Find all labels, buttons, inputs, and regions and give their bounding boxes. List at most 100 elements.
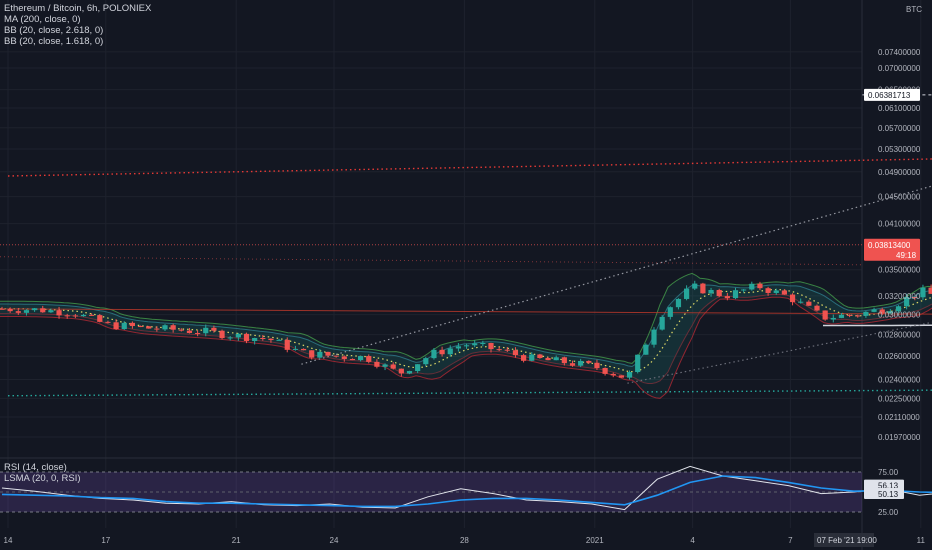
candle-up bbox=[895, 306, 902, 312]
candle-down bbox=[129, 322, 135, 327]
rsi-pane bbox=[0, 465, 932, 513]
candlesticks bbox=[0, 280, 932, 380]
candle-up bbox=[455, 346, 461, 349]
candle-up bbox=[358, 356, 364, 361]
candle-down bbox=[89, 314, 95, 316]
candle-down bbox=[178, 329, 184, 331]
candle-up bbox=[871, 309, 877, 312]
candle-down bbox=[341, 356, 347, 359]
candle-down bbox=[154, 328, 160, 330]
candle-up bbox=[32, 308, 38, 311]
lsma-value-badge bbox=[864, 488, 904, 499]
candle-up bbox=[659, 316, 665, 330]
bb-inner-lower bbox=[0, 293, 932, 384]
ma-legend[interactable]: MA (200, close, 0) bbox=[4, 14, 81, 25]
bb2-legend[interactable]: BB (20, close, 1.618, 0) bbox=[4, 36, 104, 47]
candle-down bbox=[56, 310, 62, 316]
price-tick-label: 0.05300000 bbox=[878, 145, 921, 154]
date-badge-label: 07 Feb '21 19:00 bbox=[817, 536, 877, 545]
lsma-legend-label[interactable]: LSMA (20, 0, RSI) bbox=[4, 473, 81, 484]
candle-down bbox=[398, 368, 404, 374]
date-badge bbox=[814, 533, 874, 547]
price-tick-label: 0.06100000 bbox=[878, 104, 921, 113]
candle-up bbox=[203, 327, 209, 334]
candle-down bbox=[716, 289, 722, 297]
rsi-legend-label[interactable]: RSI (14, close) bbox=[4, 462, 67, 473]
candle-up bbox=[798, 301, 804, 303]
candle-down bbox=[855, 315, 861, 317]
candle-up bbox=[463, 345, 470, 347]
rsi-tick-label: 75.00 bbox=[878, 468, 899, 477]
chart-legend: Ethereum / Bitcoin, 6h, POLONIEX MA (200… bbox=[4, 3, 151, 47]
candle-down bbox=[219, 330, 225, 339]
candle-down bbox=[814, 305, 820, 311]
price-tick-label: 0.02110000 bbox=[878, 413, 920, 422]
candle-down bbox=[781, 290, 787, 295]
candle-down bbox=[586, 360, 592, 363]
candle-up bbox=[732, 290, 739, 299]
candle-down bbox=[618, 375, 624, 378]
candle-up bbox=[692, 283, 698, 289]
bb-outer-fill bbox=[0, 273, 932, 399]
price-tick-label: 0.05700000 bbox=[878, 124, 921, 133]
candle-down bbox=[847, 314, 853, 316]
bb1-legend[interactable]: BB (20, close, 2.618, 0) bbox=[4, 25, 104, 36]
current-price-label: 0.03813400 bbox=[868, 241, 911, 250]
candle-up bbox=[578, 360, 584, 366]
candle-up bbox=[635, 354, 641, 373]
rsi-tick-label: 25.00 bbox=[878, 508, 899, 517]
red-resistance-line bbox=[7, 158, 932, 177]
price-tick-label: 0.02250000 bbox=[878, 394, 921, 403]
currency-label: BTC bbox=[906, 5, 922, 14]
candle-down bbox=[333, 355, 339, 357]
candle-down bbox=[488, 343, 494, 350]
price-tick-label: 0.02400000 bbox=[878, 376, 921, 385]
candle-up bbox=[406, 371, 413, 374]
candle-down bbox=[40, 308, 46, 313]
bb-outer-lower bbox=[0, 296, 932, 399]
candle-up bbox=[863, 311, 869, 316]
candle-up bbox=[48, 310, 54, 313]
lsma-line bbox=[1, 475, 932, 508]
price-tick-label: 0.03500000 bbox=[878, 266, 921, 275]
rsi-legend: RSI (14, close) LSMA (20, 0, RSI) bbox=[4, 462, 81, 484]
price-tick-label: 0.04900000 bbox=[878, 168, 921, 177]
candle-up bbox=[317, 351, 323, 358]
symbol-title[interactable]: Ethereum / Bitcoin, 6h, POLONIEX bbox=[4, 3, 152, 14]
rsi-value-badge bbox=[864, 479, 904, 491]
price-tick-label: 0.04500000 bbox=[878, 193, 921, 202]
candle-down bbox=[765, 288, 771, 293]
candle-down bbox=[72, 315, 78, 317]
candle-down bbox=[439, 349, 445, 355]
candle-up bbox=[480, 343, 486, 345]
candle-down bbox=[496, 349, 502, 351]
candle-down bbox=[186, 330, 193, 333]
rsi-band-fill bbox=[0, 472, 862, 512]
rsi-value-label: 56.13 bbox=[878, 482, 899, 491]
candle-up bbox=[887, 311, 893, 314]
candle-down bbox=[374, 361, 380, 367]
candle-down bbox=[64, 315, 70, 317]
candle-down bbox=[170, 325, 176, 330]
candle-down bbox=[260, 338, 266, 340]
candle-down bbox=[349, 358, 356, 361]
candle-down bbox=[15, 311, 21, 313]
candle-down bbox=[822, 310, 828, 320]
candle-up bbox=[553, 357, 559, 361]
candle-up bbox=[643, 344, 649, 355]
candle-down bbox=[569, 363, 576, 366]
candle-up bbox=[162, 325, 168, 330]
candle-up bbox=[276, 339, 282, 341]
price-tick-label: 0.02600000 bbox=[878, 352, 921, 361]
candle-down bbox=[243, 333, 250, 342]
time-tick-label: 28 bbox=[460, 536, 469, 545]
candle-down bbox=[211, 327, 217, 331]
candle-up bbox=[382, 364, 388, 367]
candle-down bbox=[757, 283, 763, 289]
candle-up bbox=[80, 314, 87, 317]
price-tick-label: 0.03000000 bbox=[878, 311, 921, 320]
time-axis: 1417212428202147111418212507 Feb '21 19:… bbox=[4, 533, 925, 547]
candle-down bbox=[912, 297, 918, 299]
